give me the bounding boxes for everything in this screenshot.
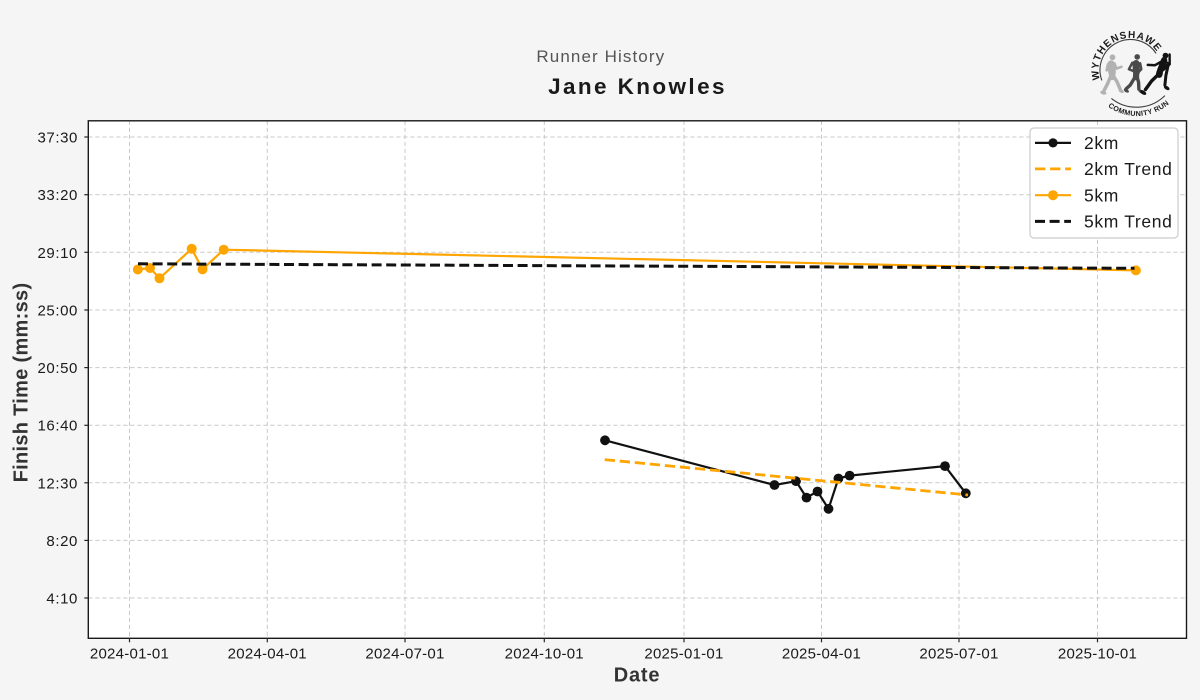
svg-text:5km: 5km [1084,186,1119,206]
svg-text:33:20: 33:20 [37,187,78,204]
svg-text:2km: 2km [1084,133,1119,153]
svg-text:2024-10-01: 2024-10-01 [505,645,584,662]
svg-text:Date: Date [614,665,661,687]
svg-text:2025-01-01: 2025-01-01 [644,645,723,662]
svg-text:5km Trend: 5km Trend [1084,212,1173,232]
svg-text:29:10: 29:10 [37,245,78,262]
svg-text:12:30: 12:30 [37,475,78,492]
svg-text:20:50: 20:50 [37,360,78,377]
svg-text:Jane Knowles: Jane Knowles [548,74,727,99]
svg-text:16:40: 16:40 [37,418,78,435]
svg-text:2024-01-01: 2024-01-01 [90,645,169,662]
svg-text:37:30: 37:30 [37,130,78,147]
svg-text:4:10: 4:10 [46,591,78,608]
svg-text:Runner History: Runner History [536,47,665,66]
svg-text:25:00: 25:00 [37,302,78,319]
svg-text:2024-07-01: 2024-07-01 [365,645,444,662]
svg-text:2025-10-01: 2025-10-01 [1058,645,1137,662]
svg-text:2024-04-01: 2024-04-01 [228,645,307,662]
svg-text:Finish Time (mm:ss): Finish Time (mm:ss) [11,283,33,483]
svg-text:2km Trend: 2km Trend [1084,159,1173,179]
svg-text:8:20: 8:20 [46,533,78,550]
svg-text:2025-07-01: 2025-07-01 [919,645,998,662]
svg-text:2025-04-01: 2025-04-01 [782,645,861,662]
